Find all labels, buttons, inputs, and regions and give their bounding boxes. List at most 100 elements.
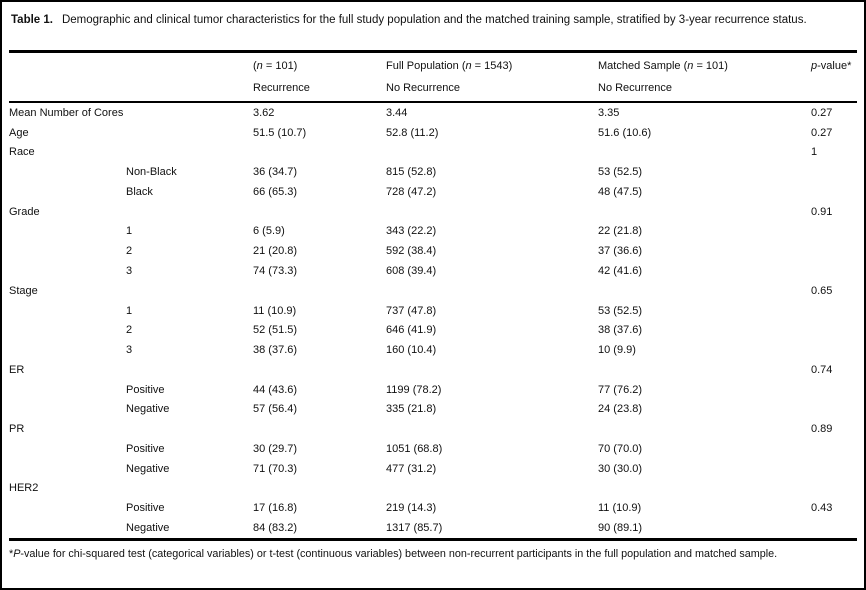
row-sublabel-cell: Negative xyxy=(126,521,170,534)
column-header-full-population-line2: No Recurrence xyxy=(386,82,460,94)
row-sublabel-cell: Positive xyxy=(126,442,165,455)
cell-recurrence: 38 (37.6) xyxy=(253,344,298,357)
cell-recurrence: 52 (51.5) xyxy=(253,324,298,337)
column-header-matched-sample: Matched Sample (n = 101) No Recurrence xyxy=(598,53,811,101)
row-label-cell: ER xyxy=(9,363,25,376)
cell-matched-sample: 48 (47.5) xyxy=(598,185,643,198)
cell-full-population: 728 (47.2) xyxy=(386,185,437,198)
row-sublabel-cell: 3 xyxy=(126,265,133,277)
cell-recurrence: 30 (29.7) xyxy=(253,442,298,455)
table-row: Non-Black 36 (34.7) 815 (52.8) 53 (52.5) xyxy=(9,162,857,182)
column-header-full-population-line1: Full Population (n = 1543) xyxy=(386,60,513,72)
cell-recurrence: 66 (65.3) xyxy=(253,185,298,198)
cell-matched-sample: 77 (76.2) xyxy=(598,383,643,396)
table-row: HER2 xyxy=(9,479,857,499)
cell-full-population: 52.8 (11.2) xyxy=(386,126,439,139)
cell-recurrence: 6 (5.9) xyxy=(253,225,285,238)
cell-full-population: 592 (38.4) xyxy=(386,245,437,258)
cell-matched-sample: 70 (70.0) xyxy=(598,442,643,455)
cell-recurrence: 21 (20.8) xyxy=(253,245,298,258)
column-header-matched-sample-line2: No Recurrence xyxy=(598,82,672,94)
italic-P: P xyxy=(13,548,21,560)
rule-above-footnote xyxy=(9,538,857,541)
cell-full-population: 335 (21.8) xyxy=(386,403,437,416)
cell-full-population: 608 (39.4) xyxy=(386,265,437,277)
cell-recurrence: 51.5 (10.7) xyxy=(253,126,307,139)
cell-matched-sample: 53 (52.5) xyxy=(598,166,643,179)
table-row: Black 66 (65.3) 728 (47.2) 48 (47.5) xyxy=(9,182,857,202)
table-row: 1 11 (10.9) 737 (47.8) 53 (52.5) xyxy=(9,301,857,321)
cell-p-value: 0.27 xyxy=(811,106,833,119)
cell-full-population: 1317 (85.7) xyxy=(386,521,443,534)
cell-full-population: 343 (22.2) xyxy=(386,225,437,238)
cell-recurrence: 74 (73.3) xyxy=(253,265,298,277)
table-row: Grade 0.91 xyxy=(9,202,857,222)
row-sublabel-cell: 3 xyxy=(126,344,133,357)
row-label-cell: Grade xyxy=(9,205,40,218)
cell-matched-sample: 51.6 (10.6) xyxy=(598,126,652,139)
column-header-recurrence-line1: (n = 101) xyxy=(253,60,298,72)
column-header-matched-sample-line1: Matched Sample (n = 101) xyxy=(598,60,728,72)
column-header-recurrence-line2: Recurrence xyxy=(253,82,310,94)
table-number-label: Table 1. xyxy=(11,14,53,26)
cell-matched-sample: 30 (30.0) xyxy=(598,462,643,475)
table-row: 2 52 (51.5) 646 (41.9) 38 (37.6) xyxy=(9,320,857,340)
table-row: ER 0.74 xyxy=(9,360,857,380)
row-sublabel-cell: Black xyxy=(126,185,153,198)
cell-recurrence: 84 (83.2) xyxy=(253,521,298,534)
row-sublabel-cell: Negative xyxy=(126,403,170,416)
table-row: Positive 30 (29.7) 1051 (68.8) 70 (70.0) xyxy=(9,439,857,459)
cell-matched-sample: 24 (23.8) xyxy=(598,403,643,416)
cell-full-population: 815 (52.8) xyxy=(386,166,437,179)
table-row: PR 0.89 xyxy=(9,419,857,439)
cell-full-population: 646 (41.9) xyxy=(386,324,437,337)
row-label-cell: Age xyxy=(9,126,29,139)
italic-p: p xyxy=(811,60,818,72)
rule-below-caption xyxy=(9,50,857,53)
cell-recurrence: 17 (16.8) xyxy=(253,502,298,515)
italic-n: n xyxy=(687,60,694,72)
italic-n: n xyxy=(465,60,472,72)
row-label-cell: PR xyxy=(9,423,25,436)
cell-full-population: 219 (14.3) xyxy=(386,502,437,515)
table-footnote: *P-value for chi-squared test (categoric… xyxy=(9,541,857,562)
cell-recurrence: 57 (56.4) xyxy=(253,403,298,416)
cell-p-value: 0.65 xyxy=(811,284,833,297)
cell-full-population: 160 (10.4) xyxy=(386,344,437,357)
rule-below-header xyxy=(9,101,857,103)
cell-recurrence: 36 (34.7) xyxy=(253,166,298,179)
row-sublabel-cell: Negative xyxy=(126,462,170,475)
table-body: Mean Number of Cores 3.62 3.44 3.35 0.27… xyxy=(9,103,857,538)
column-header-full-population: Full Population (n = 1543) No Recurrence xyxy=(386,53,598,101)
cell-matched-sample: 10 (9.9) xyxy=(598,344,636,357)
row-label-cell: HER2 xyxy=(9,482,39,495)
cell-matched-sample: 22 (21.8) xyxy=(598,225,643,238)
row-label-cell: Race xyxy=(9,146,35,159)
cell-p-value: 0.74 xyxy=(811,363,833,376)
row-sublabel-cell: Positive xyxy=(126,502,165,515)
cell-recurrence: 3.62 xyxy=(253,106,275,119)
cell-matched-sample: 11 (10.9) xyxy=(598,502,642,515)
cell-full-population: 1051 (68.8) xyxy=(386,442,443,455)
table-row: Stage 0.65 xyxy=(9,281,857,301)
table-row: 2 21 (20.8) 592 (38.4) 37 (36.6) xyxy=(9,241,857,261)
cell-recurrence: 44 (43.6) xyxy=(253,383,298,396)
row-label-cell: Mean Number of Cores xyxy=(9,106,124,119)
cell-full-population: 1199 (78.2) xyxy=(386,383,442,396)
table-row: Negative 71 (70.3) 477 (31.2) 30 (30.0) xyxy=(9,459,857,479)
table-title-text: Demographic and clinical tumor character… xyxy=(61,14,807,26)
table-row: 3 38 (37.6) 160 (10.4) 10 (9.9) xyxy=(9,340,857,360)
cell-p-value: 0.91 xyxy=(811,205,833,218)
italic-n: n xyxy=(256,60,263,72)
table-row: Negative 57 (56.4) 335 (21.8) 24 (23.8) xyxy=(9,399,857,419)
cell-full-population: 737 (47.8) xyxy=(386,304,437,317)
cell-p-value: 1 xyxy=(811,146,818,159)
table-row: Positive 44 (43.6) 1199 (78.2) 77 (76.2) xyxy=(9,380,857,400)
cell-full-population: 477 (31.2) xyxy=(386,462,437,475)
cell-p-value: 0.43 xyxy=(811,502,833,515)
table-header-row: (n = 101) Recurrence Full Population (n … xyxy=(9,53,857,101)
table-row: Negative 84 (83.2) 1317 (85.7) 90 (89.1) xyxy=(9,518,857,538)
cell-p-value: 0.27 xyxy=(811,126,833,139)
row-sublabel-cell: 2 xyxy=(126,245,133,258)
